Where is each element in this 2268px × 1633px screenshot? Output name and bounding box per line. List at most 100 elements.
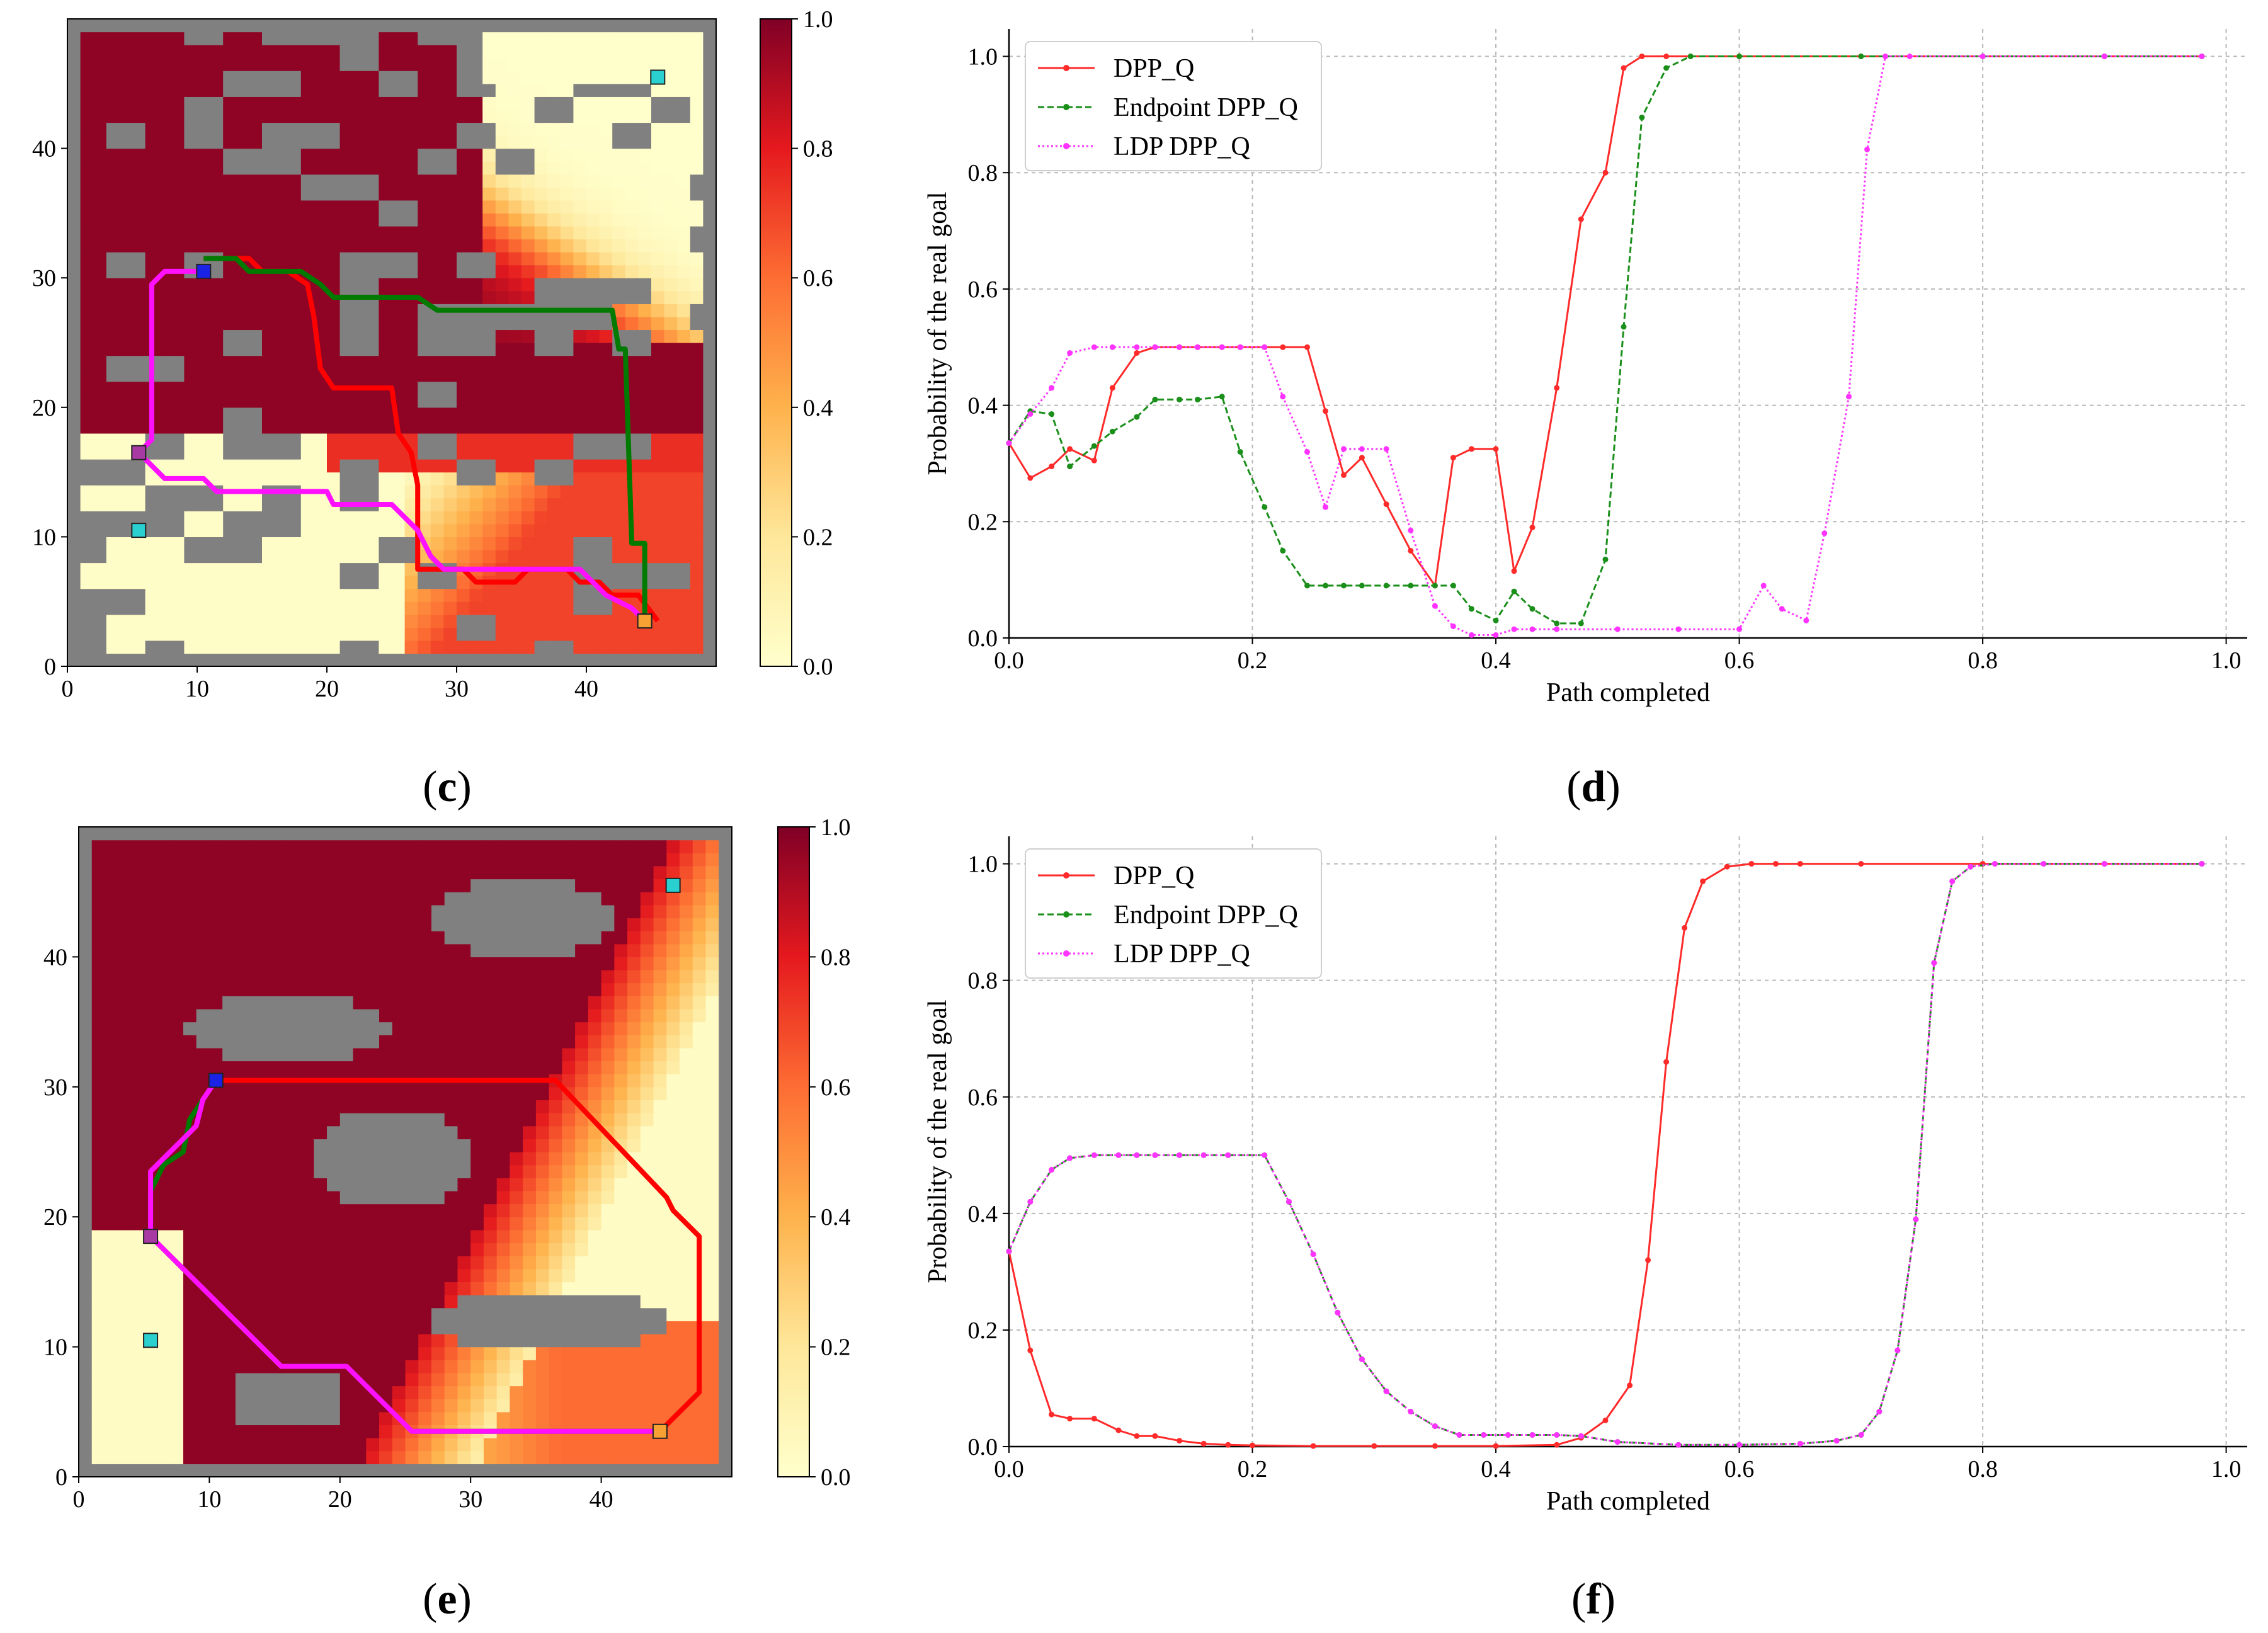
heat-cell xyxy=(534,109,548,123)
heat-cell xyxy=(236,122,249,136)
heat-cell xyxy=(130,957,145,970)
heat-cell xyxy=(223,549,237,564)
x-tick-label: 0.4 xyxy=(1481,647,1511,674)
heat-cell xyxy=(586,316,600,331)
heat-cell xyxy=(510,982,523,996)
heat-cell xyxy=(443,343,457,356)
heat-cell xyxy=(588,943,602,957)
heat-cell xyxy=(677,433,691,447)
heat-cell xyxy=(365,71,379,84)
heat-cell xyxy=(339,511,353,525)
heat-cell xyxy=(130,1074,145,1088)
heat-cell xyxy=(365,265,379,278)
heat-cell xyxy=(79,904,93,919)
heat-cell xyxy=(158,96,172,110)
heat-cell xyxy=(67,19,81,33)
heat-cell xyxy=(482,459,496,473)
heat-cell xyxy=(300,1372,314,1387)
heat-cell xyxy=(353,588,367,602)
heat-cell xyxy=(625,653,639,667)
heat-cell xyxy=(79,1464,93,1477)
heat-cell xyxy=(353,1152,367,1166)
heat-cell xyxy=(93,601,107,615)
heat-cell xyxy=(418,1307,432,1321)
heat-cell xyxy=(223,601,237,615)
heat-cell xyxy=(640,1399,654,1413)
heat-cell xyxy=(300,653,314,667)
heat-cell xyxy=(560,174,574,188)
heat-cell xyxy=(457,290,470,304)
heat-cell xyxy=(535,1295,550,1309)
heat-cell xyxy=(599,498,613,511)
heat-cell xyxy=(157,970,171,984)
heat-cell xyxy=(327,446,341,460)
heat-cell xyxy=(496,1139,511,1152)
heat-cell xyxy=(67,57,81,71)
heat-cell xyxy=(703,329,717,343)
heat-cell xyxy=(300,225,314,240)
heat-cell xyxy=(444,1113,459,1127)
heat-cell xyxy=(496,1438,511,1452)
heat-cell xyxy=(664,485,678,499)
heat-cell xyxy=(627,1125,641,1139)
heat-cell xyxy=(170,1321,184,1334)
heat-cell xyxy=(91,1008,106,1023)
heat-cell xyxy=(562,1047,576,1062)
heat-cell xyxy=(431,1360,445,1374)
heat-cell xyxy=(521,213,535,227)
heat-cell xyxy=(508,213,522,227)
heat-cell xyxy=(170,1295,184,1309)
heat-cell xyxy=(599,640,613,654)
heat-cell xyxy=(300,1152,314,1166)
heat-cell xyxy=(262,498,276,511)
heat-cell xyxy=(404,420,418,434)
heat-cell xyxy=(430,614,444,628)
heat-cell xyxy=(145,601,159,615)
heat-cell xyxy=(457,1035,471,1049)
heat-cell xyxy=(339,1021,354,1035)
heat-cell xyxy=(430,135,444,149)
heat-cell xyxy=(210,368,224,382)
heat-cell xyxy=(67,290,81,304)
heat-cell xyxy=(496,1372,511,1387)
heat-cell xyxy=(262,57,276,71)
heat-cell xyxy=(300,135,314,149)
heat-cell xyxy=(392,1399,406,1413)
heat-cell xyxy=(601,1152,615,1166)
heat-cell xyxy=(353,1425,367,1438)
heat-cell xyxy=(158,239,172,253)
heat-cell xyxy=(275,1372,288,1387)
data-point xyxy=(1511,568,1517,574)
heat-cell xyxy=(158,278,172,292)
heat-cell xyxy=(457,433,470,447)
heat-cell xyxy=(339,970,354,984)
heat-cell xyxy=(145,614,159,628)
heat-cell xyxy=(482,485,496,499)
heat-cell xyxy=(534,472,548,486)
heat-cell xyxy=(638,187,652,201)
heat-cell xyxy=(339,122,353,136)
heat-cell xyxy=(703,537,717,550)
heat-cell xyxy=(405,1333,419,1348)
heat-cell xyxy=(444,1164,459,1178)
heat-cell xyxy=(521,523,535,537)
heat-cell xyxy=(209,970,223,984)
heat-cell xyxy=(144,1295,158,1309)
heat-cell xyxy=(353,1438,367,1452)
heat-cell xyxy=(170,1178,184,1192)
heat-cell xyxy=(184,57,198,71)
heat-cell xyxy=(119,278,133,292)
heat-cell xyxy=(91,1372,106,1387)
heat-cell xyxy=(444,853,459,867)
heat-cell xyxy=(91,996,106,1010)
heat-cell xyxy=(625,239,639,253)
heat-cell xyxy=(248,1164,262,1178)
heat-cell xyxy=(287,1450,302,1464)
heat-cell xyxy=(523,1282,537,1295)
heat-cell xyxy=(534,614,548,628)
heat-cell xyxy=(627,1450,641,1464)
heat-cell xyxy=(510,1178,523,1192)
heat-cell xyxy=(145,537,159,550)
heat-cell xyxy=(651,381,665,395)
heat-cell xyxy=(327,601,341,615)
